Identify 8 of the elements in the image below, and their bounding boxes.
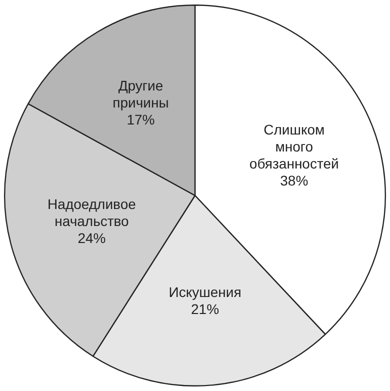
slice-label: Искушения	[168, 284, 242, 300]
slice-label: Надоедливое начальство	[48, 196, 136, 229]
data-label: 38%	[280, 172, 308, 189]
data-label: 17%	[126, 112, 155, 128]
data-label: 24%	[78, 230, 106, 246]
slice-label: Слишком много обязанностей	[249, 122, 339, 172]
data-label: 21%	[191, 301, 220, 318]
slice-label: Другие причины	[112, 78, 169, 111]
